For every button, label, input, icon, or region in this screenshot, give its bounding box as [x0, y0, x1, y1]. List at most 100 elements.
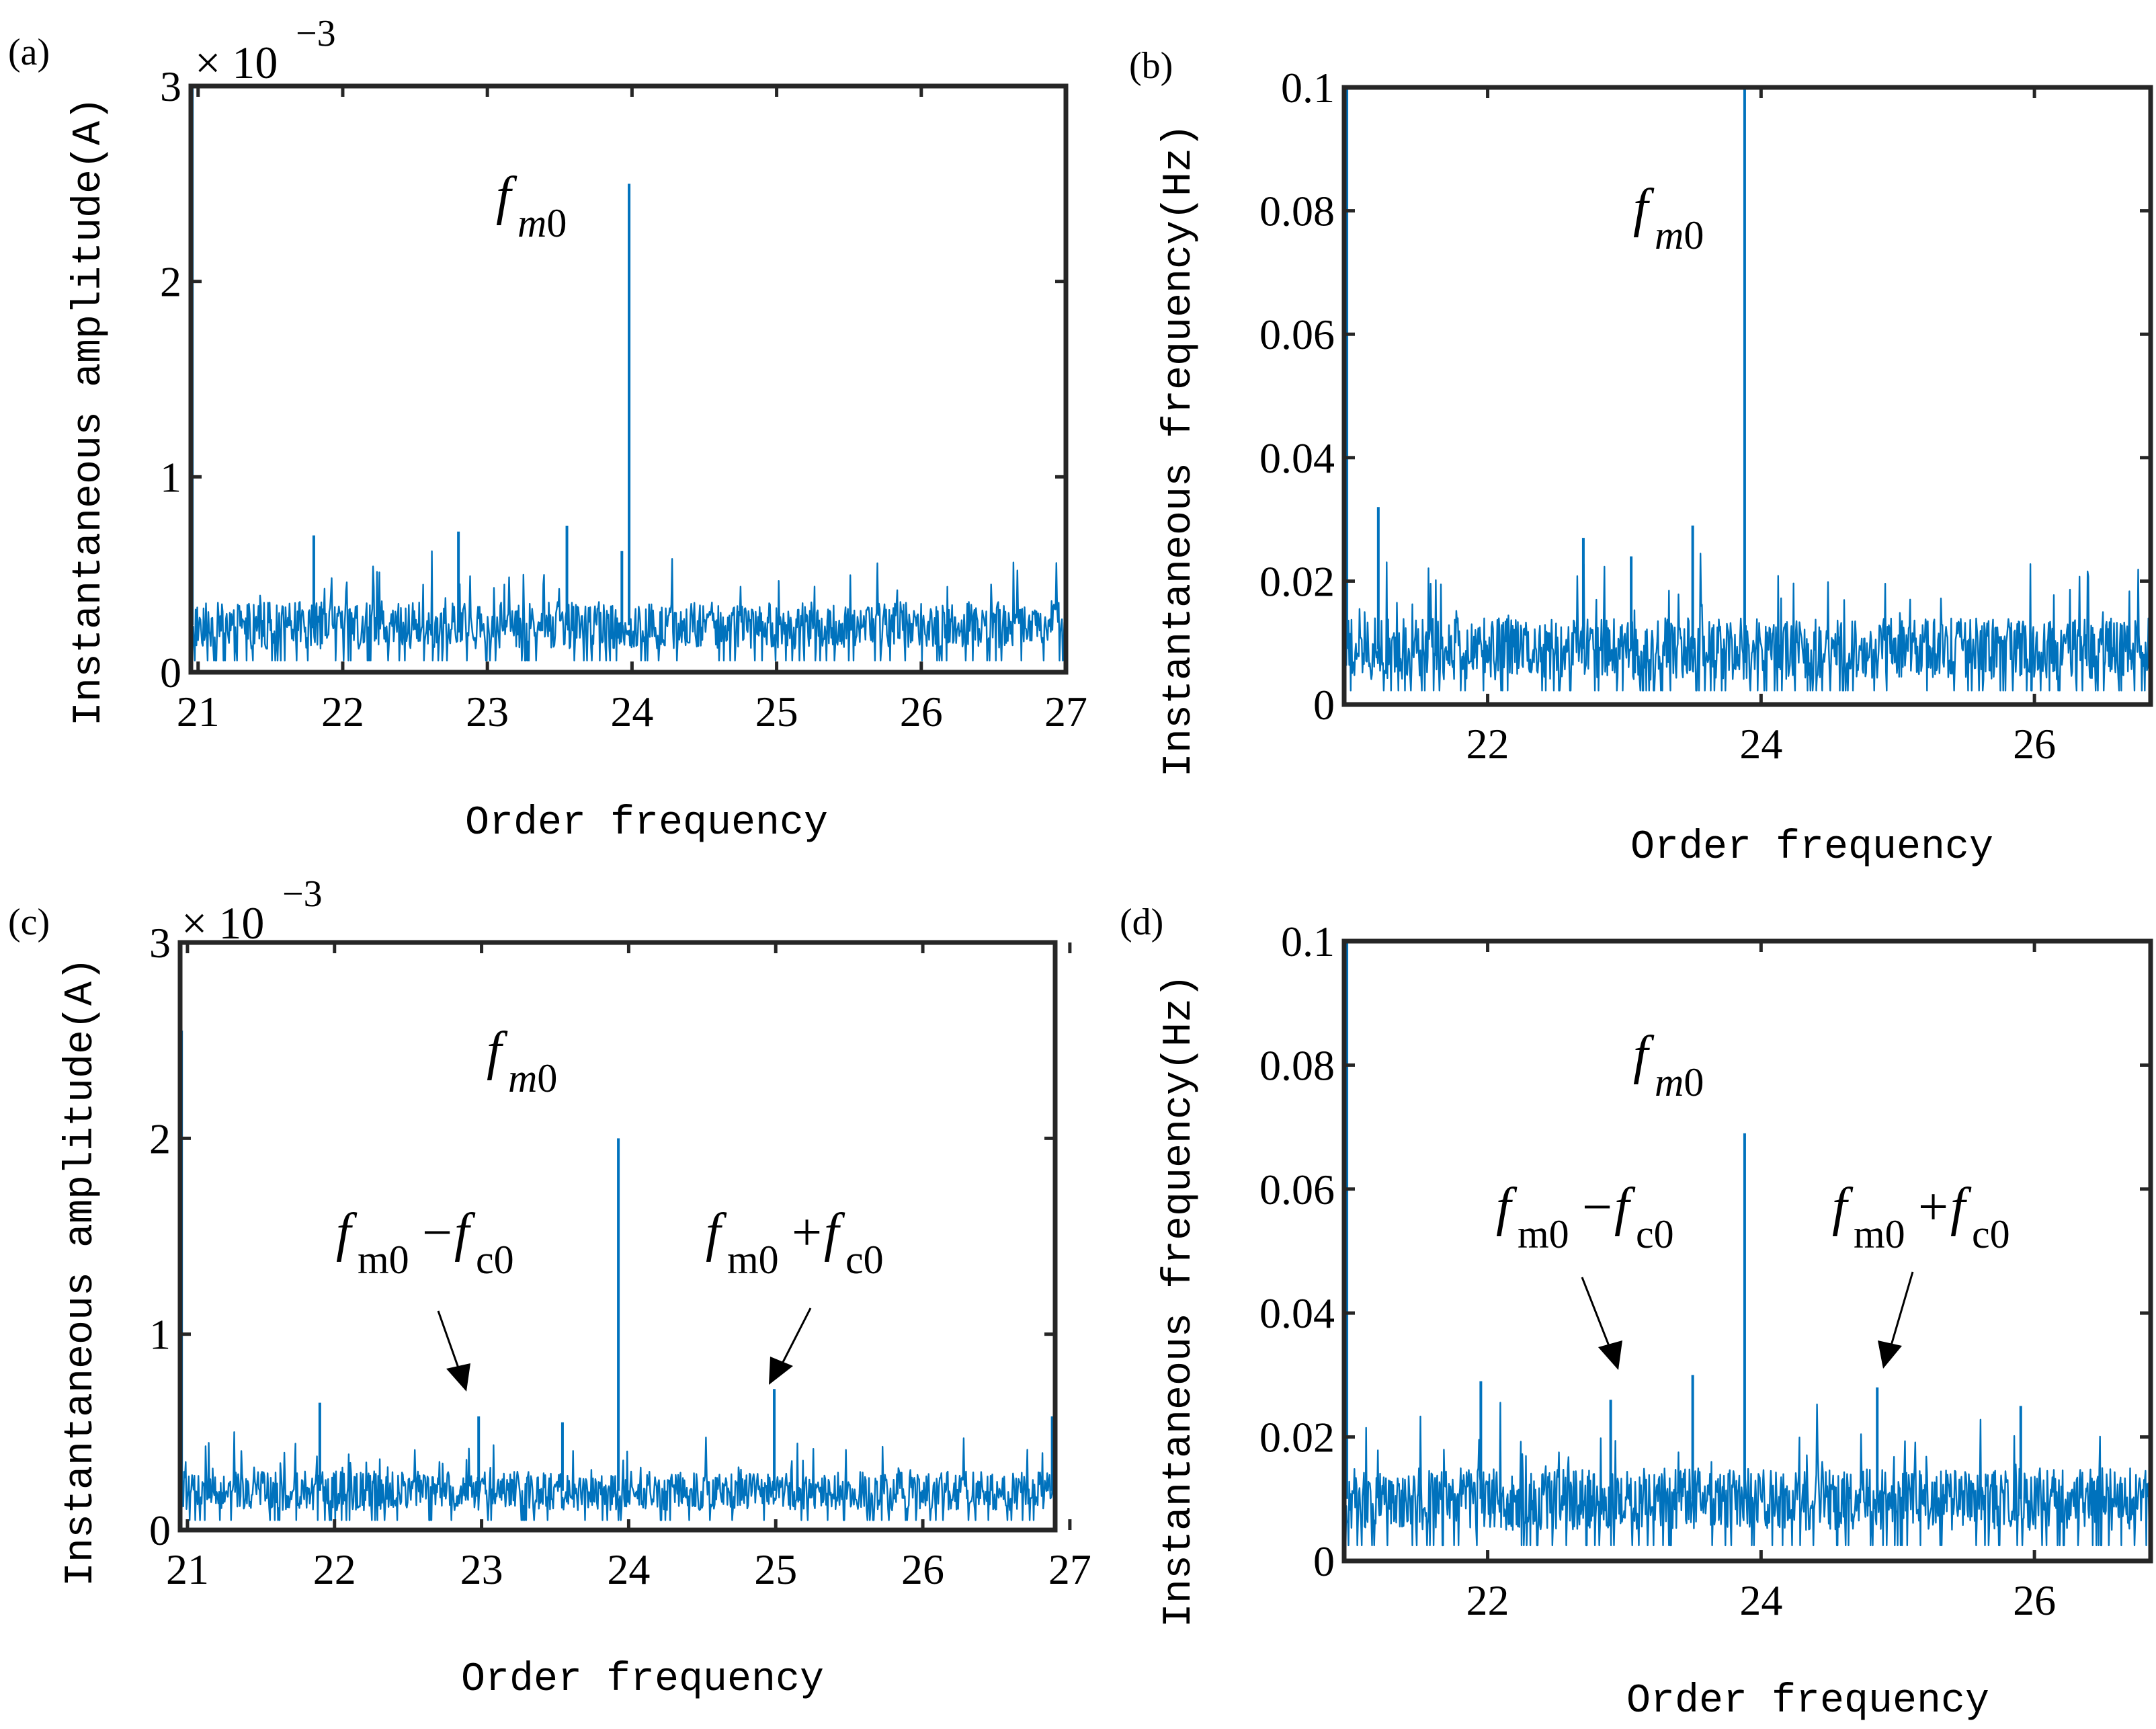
- svg-text:m0: m0: [1655, 1060, 1704, 1104]
- x-tick-label: 25: [754, 1545, 797, 1593]
- panel-label: (a): [8, 32, 50, 73]
- x-axis-label: Order frequency: [465, 801, 828, 846]
- svg-text:fm0+fc0: f m0 +f c0: [1832, 1178, 2010, 1256]
- y-tick-label: 1: [149, 1311, 171, 1359]
- annotation-op: −: [1582, 1178, 1612, 1237]
- annotation-sub-letter: m: [1655, 213, 1684, 257]
- x-tick-label: 27: [1044, 688, 1087, 735]
- annotation-op: −: [422, 1203, 452, 1262]
- arrow-shaft: [778, 1308, 812, 1369]
- y-tick-label: 0.1: [1281, 64, 1335, 112]
- svg-text:m0: m0: [508, 1056, 557, 1100]
- axes-frame: [177, 940, 1058, 1533]
- x-tick-label: 24: [1739, 1576, 1782, 1624]
- x-tick-label: 24: [610, 688, 653, 735]
- y-tick-label: 0.04: [1259, 434, 1335, 482]
- annotation-fm0: f m0: [1633, 1026, 1704, 1104]
- y-tick-label: 3: [160, 63, 181, 110]
- y-tick-label: 0.08: [1259, 188, 1335, 235]
- y-tick-label: 2: [149, 1115, 171, 1162]
- annotation-base: f: [1633, 179, 1655, 238]
- x-axis-label: Order frequency: [1626, 1679, 1989, 1724]
- y-tick-label: 0: [149, 1506, 171, 1554]
- panel-label: (b): [1129, 45, 1173, 87]
- y-axis-label: Instantaneous frequency(Hz): [1157, 974, 1202, 1627]
- y-tick-label: 0: [160, 649, 181, 696]
- panel-b: (b) Instantaneous frequency(Hz) Order fr…: [1129, 45, 2153, 871]
- annotation-op: +: [1918, 1178, 1948, 1237]
- annotation-sub2: c0: [1972, 1212, 2010, 1256]
- annotation-base: f: [1633, 1026, 1655, 1085]
- annotation-fm0-plus-fc0: f m0 +f c0: [706, 1203, 884, 1282]
- annotation-sub: m0: [1854, 1212, 1905, 1256]
- axes-frame: [1341, 938, 2153, 1564]
- annotation-sub: m0: [1518, 1212, 1569, 1256]
- annotation-sub-digit: 0: [537, 1056, 557, 1100]
- x-tick-label: 23: [460, 1545, 503, 1593]
- arrow-head: [1598, 1340, 1622, 1370]
- annotation-base: f: [1496, 1178, 1518, 1237]
- exponent-prefix: × 10: [195, 37, 278, 88]
- arrow-shaft: [437, 1310, 462, 1376]
- annotation-sub2: c0: [476, 1238, 514, 1282]
- x-tick-label: 26: [2013, 1576, 2056, 1624]
- spectrum-line: [1344, 1402, 2151, 1547]
- annotation-fm0-minus-fc0: f m0 −f c0: [336, 1203, 514, 1282]
- annotation-base: f: [487, 1022, 508, 1081]
- x-axis-label: Order frequency: [1630, 825, 1993, 871]
- annotation-base2: f: [824, 1203, 845, 1262]
- exponent-power: −3: [296, 13, 336, 54]
- y-tick-label: 0.02: [1259, 557, 1335, 605]
- y-tick-label: 0.04: [1259, 1289, 1335, 1337]
- x-tick-label: 26: [900, 688, 943, 735]
- svg-text:m0: m0: [1655, 213, 1704, 257]
- svg-text:fm0−fc0: f m0 −f c0: [336, 1203, 514, 1282]
- svg-text:fm0+fc0: f m0 +f c0: [706, 1203, 884, 1282]
- panel-a: (a) × 10 −3 Instantaneous amplitude(A) O…: [8, 13, 1087, 846]
- axes-frame: [188, 83, 1069, 675]
- x-tick-label: 22: [1466, 1576, 1509, 1624]
- arrow-shaft: [1889, 1271, 1914, 1351]
- y-tick-label: 0.08: [1259, 1041, 1335, 1089]
- annotation-sub2: c0: [845, 1238, 884, 1282]
- y-tick-label: 0.06: [1259, 1166, 1335, 1213]
- y-tick-label: 0.1: [1281, 918, 1335, 965]
- x-tick-label: 24: [607, 1545, 650, 1593]
- x-tick-label: 22: [321, 688, 364, 735]
- annotation-fm0-minus-fc0: f m0 −f c0: [1496, 1178, 1674, 1256]
- x-tick-label: 21: [166, 1545, 209, 1593]
- exponent-prefix: × 10: [181, 897, 264, 949]
- annotation-sub-letter: m: [1655, 1060, 1684, 1104]
- annotation-base2: f: [1950, 1178, 1972, 1237]
- x-tick-label: 23: [466, 688, 509, 735]
- spectrum-line: [1344, 553, 2151, 692]
- y-axis-label: Instantaneous amplitude(A): [67, 97, 112, 726]
- y-axis-label: Instantaneous frequency(Hz): [1157, 124, 1202, 777]
- annotation-sub-letter: m: [517, 201, 546, 245]
- x-tick-label: 24: [1739, 720, 1782, 768]
- panel-label: (d): [1120, 901, 1163, 943]
- y-tick-label: 0: [1313, 681, 1335, 729]
- annotation-base: f: [1832, 1178, 1854, 1237]
- arrow-head: [446, 1363, 470, 1392]
- x-tick-label: 21: [177, 688, 220, 735]
- svg-text:m0: m0: [517, 201, 567, 245]
- y-tick-label: 3: [149, 919, 171, 967]
- exponent-label: × 10 −3: [181, 873, 323, 949]
- y-axis-label: Instantaneous amplitude(A): [58, 957, 104, 1586]
- annotation-base: f: [336, 1203, 358, 1262]
- annotation-fm0: f m0: [487, 1022, 557, 1100]
- x-tick-label: 27: [1048, 1545, 1091, 1593]
- annotation-sub-digit: 0: [1684, 213, 1704, 257]
- annotation-sub-letter: m: [508, 1056, 537, 1100]
- y-tick-label: 2: [160, 258, 181, 306]
- annotation-sub-digit: 0: [1684, 1060, 1704, 1104]
- annotation-fm0-plus-fc0: f m0 +f c0: [1832, 1178, 2010, 1256]
- arrow-head: [769, 1357, 793, 1385]
- annotation-base: f: [496, 167, 517, 226]
- annotation-sub2: c0: [1636, 1212, 1674, 1256]
- exponent-label: × 10 −3: [195, 13, 336, 88]
- x-tick-label: 26: [901, 1545, 944, 1593]
- annotation-base2: f: [1614, 1178, 1636, 1237]
